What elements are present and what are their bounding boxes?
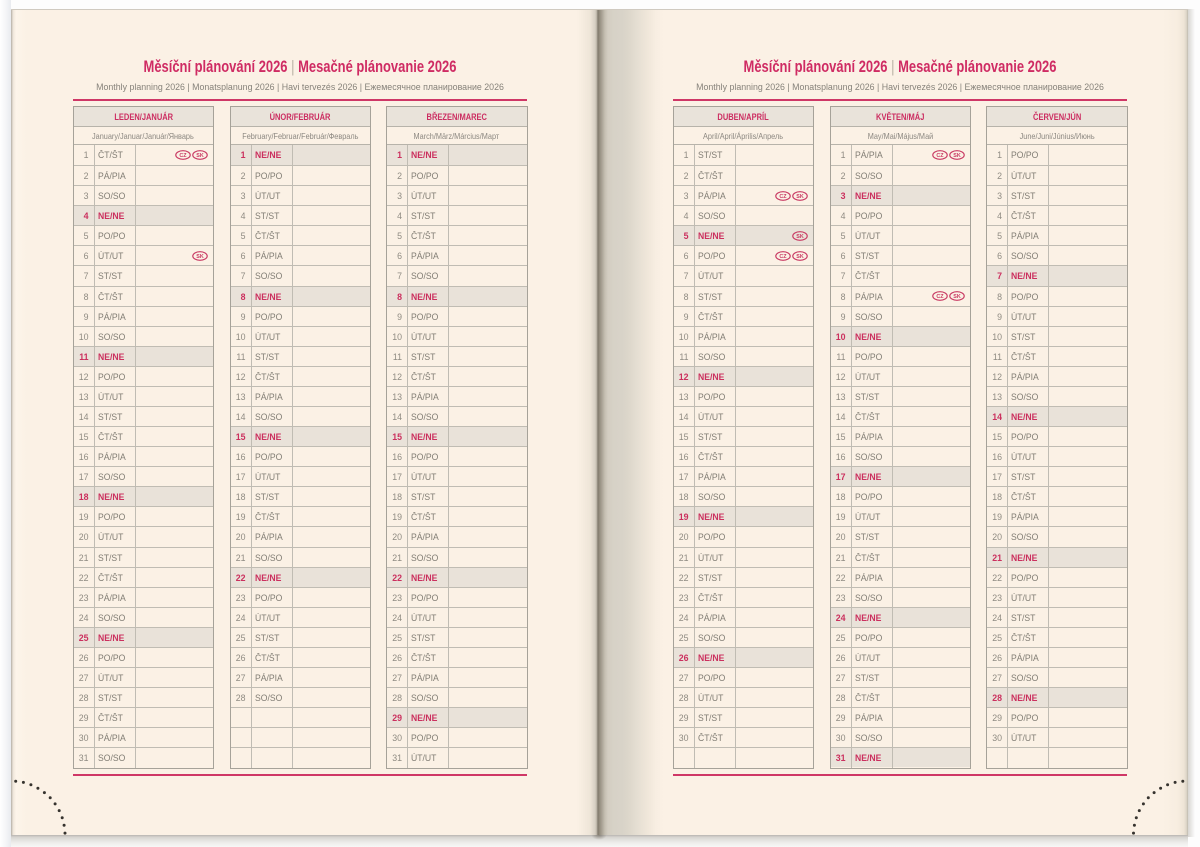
svg-text:CZ: CZ: [179, 153, 187, 159]
svg-text:SK: SK: [953, 153, 961, 159]
svg-text:SK: SK: [796, 194, 804, 200]
svg-text:SK: SK: [796, 234, 804, 240]
svg-text:CZ: CZ: [779, 194, 787, 200]
svg-text:CZ: CZ: [779, 254, 787, 260]
svg-text:SK: SK: [196, 153, 204, 159]
svg-text:CZ: CZ: [936, 294, 944, 300]
svg-text:CZ: CZ: [936, 153, 944, 159]
svg-text:SK: SK: [796, 254, 804, 260]
svg-text:SK: SK: [953, 294, 961, 300]
svg-text:SK: SK: [196, 254, 204, 260]
